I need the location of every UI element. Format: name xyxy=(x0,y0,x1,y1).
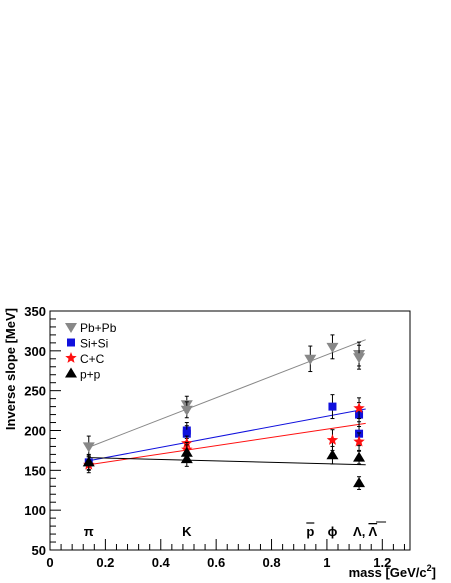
data-point xyxy=(353,477,366,488)
fit-lines xyxy=(88,339,366,466)
x-tick-label: 0.8 xyxy=(262,555,280,570)
x-axis-label: mass [GeV/c2] xyxy=(349,563,436,580)
data-point xyxy=(326,342,339,353)
fit-line xyxy=(88,339,366,448)
data-point xyxy=(353,435,365,447)
x-tick-label: 1.2 xyxy=(373,555,391,570)
x-axis-label-close: ] xyxy=(432,565,436,580)
x-tick-label: 1 xyxy=(323,555,330,570)
legend-marker xyxy=(65,323,77,333)
data-point xyxy=(82,442,95,453)
y-axis-label: Inverse slope [MeV] xyxy=(3,308,18,430)
data-point xyxy=(304,354,317,365)
particle-label: π xyxy=(84,524,94,539)
fit-line xyxy=(88,408,366,462)
y-tick-label: 50 xyxy=(32,543,46,558)
data-points xyxy=(82,334,366,490)
y-tick-label: 200 xyxy=(24,424,46,439)
x-tick-label: 0.6 xyxy=(207,555,225,570)
particle-label-bar: Λ xyxy=(368,524,377,539)
data-point xyxy=(353,353,366,364)
x-axis-label-sup: 2 xyxy=(427,563,432,573)
data-point xyxy=(180,453,193,464)
data-point xyxy=(82,456,95,467)
y-tick-label: 250 xyxy=(24,384,46,399)
y-tick-label: 300 xyxy=(24,344,46,359)
particle-label: K xyxy=(182,524,192,539)
legend: Pb+Pb Si+SiC+C p+p xyxy=(65,321,117,382)
legend-marker xyxy=(65,367,77,378)
x-axis-label-main: mass [GeV/c xyxy=(349,565,427,580)
legend-label: Pb+Pb xyxy=(80,321,117,335)
legend-label: C+C xyxy=(80,352,105,366)
data-point xyxy=(326,434,339,445)
legend-label: p+p xyxy=(80,368,101,382)
legend-label: Si+Si xyxy=(80,337,108,351)
data-point xyxy=(353,402,365,414)
legend-marker xyxy=(67,338,75,347)
y-tick-label: 350 xyxy=(24,304,46,319)
particle-label: p xyxy=(306,524,314,539)
legend-marker xyxy=(65,352,77,363)
axes-frame: 50 100 150 200 250 300 350 0 0.2 0.4 0.6 0.8 1 1.2 xyxy=(24,304,411,570)
data-point xyxy=(326,449,339,460)
data-point xyxy=(180,405,193,416)
fit-line xyxy=(88,422,366,466)
x-tick-label: 0.2 xyxy=(96,555,114,570)
particle-label-part: Λ, xyxy=(353,524,368,539)
data-point xyxy=(328,402,337,411)
data-point xyxy=(182,429,191,438)
x-tick-label: 0 xyxy=(46,555,53,570)
particle-label: ϕ xyxy=(328,524,338,539)
y-tick-label: 100 xyxy=(24,503,46,518)
particle-label: Λ, Λ xyxy=(353,524,377,539)
data-point xyxy=(353,451,366,462)
x-tick-label: 0.4 xyxy=(152,555,171,570)
y-tick-label: 150 xyxy=(24,463,46,478)
fit-line xyxy=(88,457,366,466)
